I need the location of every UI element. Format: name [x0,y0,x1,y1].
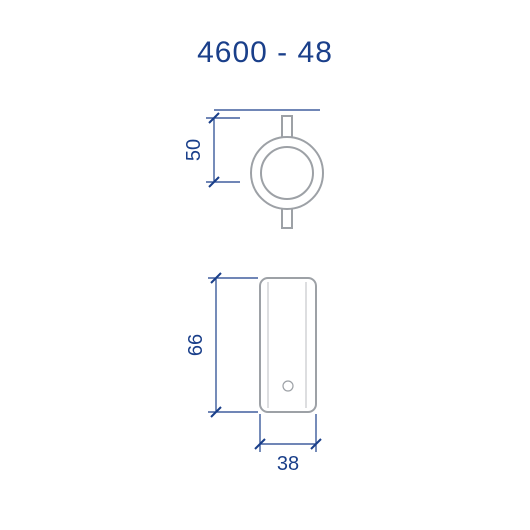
dim-label-66: 66 [185,334,207,356]
drawing-canvas: 50 66 38 [0,0,530,530]
top-view: 50 [183,110,323,228]
dim-label-50: 50 [183,139,205,161]
dim-label-38: 38 [277,453,299,475]
technical-drawing: 4600 - 48 50 6638 [0,0,530,530]
front-view: 66 38 [185,273,321,475]
